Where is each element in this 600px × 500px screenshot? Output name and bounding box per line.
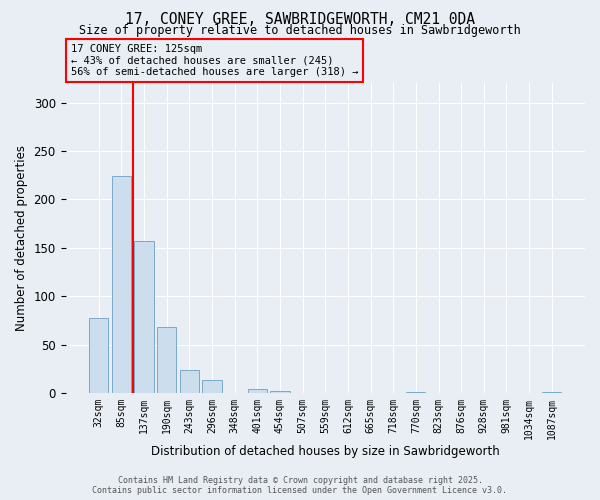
Bar [406, 392, 425, 393]
X-axis label: Distribution of detached houses by size in Sawbridgeworth: Distribution of detached houses by size … [151, 444, 500, 458]
Bar [134, 241, 154, 393]
Bar [180, 370, 199, 393]
Text: Size of property relative to detached houses in Sawbridgeworth: Size of property relative to detached ho… [79, 24, 521, 37]
Y-axis label: Number of detached properties: Number of detached properties [15, 145, 28, 331]
Bar [542, 392, 562, 393]
Bar [112, 176, 131, 393]
Text: 17 CONEY GREE: 125sqm
← 43% of detached houses are smaller (245)
56% of semi-det: 17 CONEY GREE: 125sqm ← 43% of detached … [71, 44, 358, 77]
Bar [271, 391, 290, 393]
Text: Contains HM Land Registry data © Crown copyright and database right 2025.
Contai: Contains HM Land Registry data © Crown c… [92, 476, 508, 495]
Bar [89, 318, 109, 393]
Bar [248, 389, 267, 393]
Bar [202, 380, 221, 393]
Text: 17, CONEY GREE, SAWBRIDGEWORTH, CM21 0DA: 17, CONEY GREE, SAWBRIDGEWORTH, CM21 0DA [125, 12, 475, 28]
Bar [157, 327, 176, 393]
